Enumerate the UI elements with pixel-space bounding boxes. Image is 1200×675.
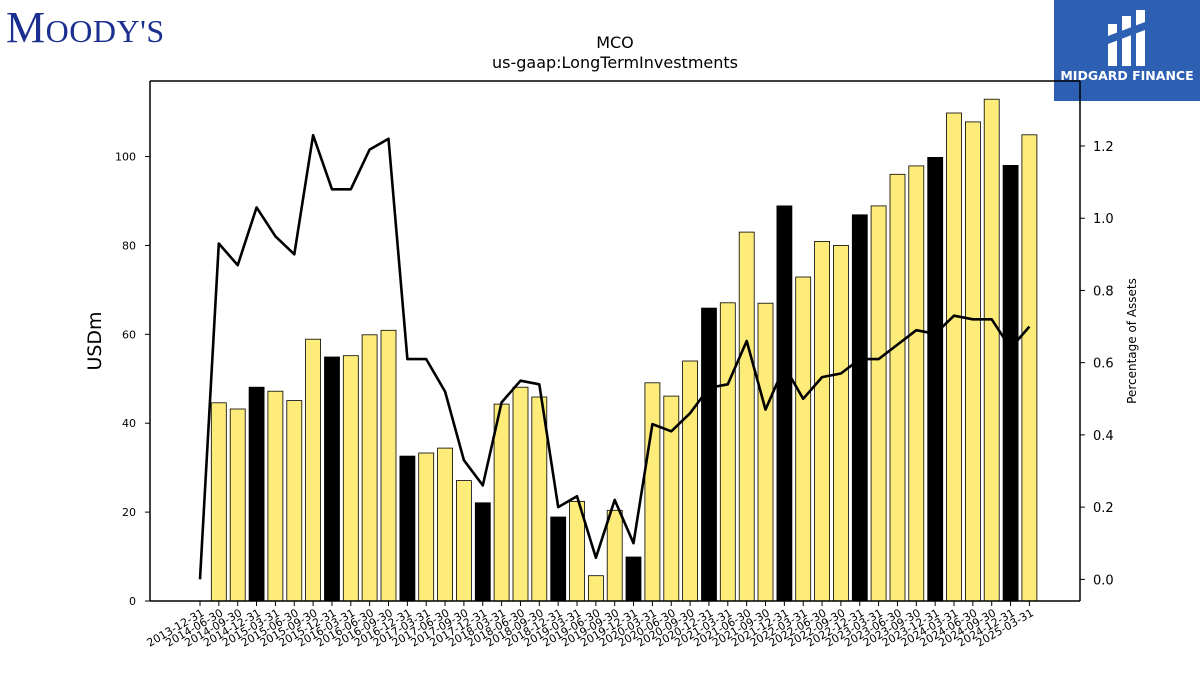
- bar: [719, 302, 736, 602]
- midgard-emblem-icon: [1108, 10, 1145, 66]
- bar: [870, 205, 887, 602]
- y2-tick-label: 0.6: [1093, 357, 1114, 372]
- y2-tick-label: 1.2: [1093, 140, 1114, 155]
- moodys-logo: MOODY'S: [6, 3, 165, 52]
- bar: [286, 400, 303, 602]
- bar: [701, 307, 717, 602]
- percentage-line: [198, 133, 1031, 580]
- y2-tick-label: 0.4: [1093, 429, 1114, 444]
- y-tick-label: 100: [115, 151, 136, 164]
- bar: [776, 205, 793, 602]
- bar: [399, 455, 416, 602]
- y-tick-label: 80: [122, 239, 136, 252]
- midgard-finance-wordmark: MIDGARD FINANCE: [1060, 68, 1194, 83]
- bar: [531, 396, 548, 602]
- midgard-finance-logo: MIDGARD FINANCE: [1054, 0, 1200, 101]
- bar: [229, 408, 246, 602]
- bar: [983, 98, 1000, 602]
- plot-area: 0204060801000.00.20.40.60.81.01.22013-12…: [115, 80, 1114, 650]
- bar: [455, 480, 472, 602]
- bar: [342, 355, 359, 602]
- y2-tick-label: 0.8: [1093, 284, 1114, 299]
- bar: [814, 240, 830, 602]
- bar: [644, 382, 661, 602]
- bar: [380, 329, 397, 602]
- bar: [1021, 134, 1038, 602]
- bar: [361, 334, 378, 602]
- bar: [210, 402, 227, 602]
- bar: [625, 556, 642, 602]
- y2-axis-label: Percentage of Assets: [1125, 278, 1139, 404]
- bar: [682, 360, 698, 602]
- bar: [606, 509, 623, 602]
- bar: [833, 244, 849, 602]
- bar: [927, 156, 944, 602]
- bar: [437, 447, 454, 602]
- bar: [418, 452, 435, 602]
- y-tick-label: 0: [129, 595, 136, 608]
- bar: [908, 165, 925, 602]
- bar: [512, 386, 529, 602]
- bar: [757, 302, 774, 602]
- bar: [493, 403, 510, 602]
- y2-tick-label: 1.0: [1093, 212, 1114, 227]
- bar: [946, 112, 962, 602]
- bar: [965, 121, 981, 602]
- bar: [588, 575, 604, 602]
- bar: [795, 276, 812, 602]
- y-tick-label: 60: [122, 328, 136, 341]
- chart-title: MCO: [596, 33, 634, 52]
- bar: [324, 356, 340, 602]
- y-tick-label: 20: [122, 506, 136, 519]
- bar: [267, 390, 284, 602]
- bar: [851, 214, 868, 602]
- bar: [248, 386, 265, 602]
- bar: [1002, 164, 1019, 602]
- chart-subtitle: us-gaap:LongTermInvestments: [492, 53, 738, 72]
- bar: [474, 502, 491, 602]
- y-axis-label: USDm: [84, 311, 106, 370]
- bar: [550, 516, 567, 602]
- y2-tick-label: 0.2: [1093, 501, 1114, 516]
- y-tick-label: 40: [122, 417, 136, 430]
- bar: [305, 338, 322, 602]
- bar: [738, 231, 755, 602]
- bar: [889, 173, 906, 602]
- y2-tick-label: 0.0: [1093, 573, 1114, 588]
